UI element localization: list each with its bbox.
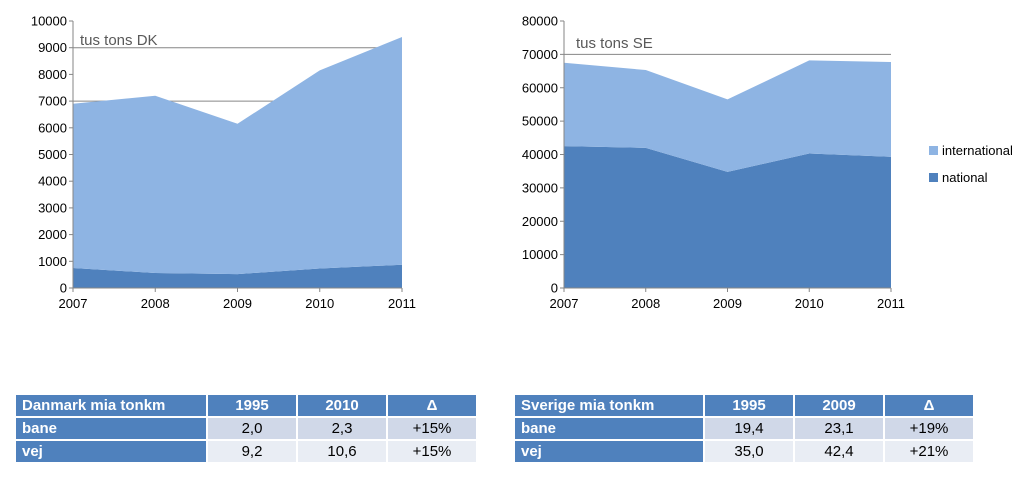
table-header-cell: Danmark mia tonkm: [16, 395, 206, 416]
legend-label-international: international: [942, 143, 1013, 158]
area-series-national: [564, 146, 891, 288]
y-tick-label: 50000: [522, 114, 558, 129]
legend-label-national: national: [942, 170, 988, 185]
y-tick-label: 9000: [38, 40, 67, 55]
table-cell: 35,0: [705, 441, 793, 462]
y-tick-label: 60000: [522, 80, 558, 95]
x-tick-label: 2010: [795, 296, 824, 311]
y-tick-label: 0: [551, 281, 558, 296]
chart-se: 0 10000 20000 30000 40000 50000 60000 70000 8000…: [522, 14, 1013, 312]
table-cell: 2,3: [298, 418, 386, 439]
y-tick-label: 30000: [522, 180, 558, 195]
y-tick-label: 2000: [38, 227, 67, 242]
table-header-row: Danmark mia tonkm 1995 2010 Δ: [16, 395, 476, 416]
row-label: bane: [515, 418, 703, 439]
area-series-national: [73, 264, 402, 288]
table-header-cell: Sverige mia tonkm: [515, 395, 703, 416]
y-tick-label: 20000: [522, 214, 558, 229]
y-tick-label: 80000: [522, 14, 558, 29]
y-tick-label: 10000: [522, 247, 558, 262]
x-tick-label: 2007: [59, 296, 88, 311]
table-cell: 2,0: [208, 418, 296, 439]
table-row: vej 9,2 10,6 +15%: [16, 441, 476, 462]
y-tick-label: 8000: [38, 67, 67, 82]
y-tick-label: 0: [60, 281, 67, 296]
table-header-cell: 2010: [298, 395, 386, 416]
legend-swatch-international: [929, 146, 938, 155]
chart-title-dk: tus tons DK: [80, 32, 158, 49]
row-label: bane: [16, 418, 206, 439]
x-tick-label: 2011: [388, 296, 416, 311]
y-tick-label: 3000: [38, 200, 67, 215]
table-cell: +19%: [885, 418, 973, 439]
table-header-cell: Δ: [388, 395, 476, 416]
x-tick-label: 2007: [550, 296, 579, 311]
table-cell: 10,6: [298, 441, 386, 462]
x-tick-label: 2008: [631, 296, 660, 311]
table-cell: 9,2: [208, 441, 296, 462]
row-label: vej: [16, 441, 206, 462]
row-label: vej: [515, 441, 703, 462]
x-tick-label: 2009: [223, 296, 252, 311]
legend: international national: [929, 143, 1013, 185]
table-header-cell: 2009: [795, 395, 883, 416]
area-series-international: [73, 37, 402, 275]
table-cell: +15%: [388, 418, 476, 439]
table-header-row: Sverige mia tonkm 1995 2009 Δ: [515, 395, 973, 416]
y-tick-label: 10000: [31, 14, 67, 29]
table-header-cell: Δ: [885, 395, 973, 416]
y-tick-label: 5000: [38, 147, 67, 162]
table-row: bane 19,4 23,1 +19%: [515, 418, 973, 439]
table-cell: +15%: [388, 441, 476, 462]
y-tick-label: 7000: [38, 94, 67, 109]
x-tick-label: 2010: [305, 296, 334, 311]
table-dk: Danmark mia tonkm 1995 2010 Δ bane 2,0 2…: [14, 393, 478, 464]
y-tick-label: 70000: [522, 47, 558, 62]
x-tick-label: 2008: [141, 296, 170, 311]
table-cell: 19,4: [705, 418, 793, 439]
y-tick-label: 4000: [38, 174, 67, 189]
x-tick-label: 2009: [713, 296, 742, 311]
legend-swatch-national: [929, 173, 938, 182]
chart-title-se: tus tons SE: [576, 35, 653, 52]
y-tick-label: 1000: [38, 254, 67, 269]
table-header-cell: 1995: [705, 395, 793, 416]
table-se: Sverige mia tonkm 1995 2009 Δ bane 19,4 …: [513, 393, 975, 464]
table-row: vej 35,0 42,4 +21%: [515, 441, 973, 462]
table-cell: 23,1: [795, 418, 883, 439]
area-series-international: [564, 60, 891, 172]
y-tick-label: 40000: [522, 147, 558, 162]
table-row: bane 2,0 2,3 +15%: [16, 418, 476, 439]
chart-dk: 0 1000 2000 3000 4000 5000 6000 7000 8000 9000 100…: [31, 14, 416, 312]
y-tick-label: 6000: [38, 120, 67, 135]
table-cell: 42,4: [795, 441, 883, 462]
table-cell: +21%: [885, 441, 973, 462]
x-tick-label: 2011: [877, 296, 905, 311]
table-header-cell: 1995: [208, 395, 296, 416]
